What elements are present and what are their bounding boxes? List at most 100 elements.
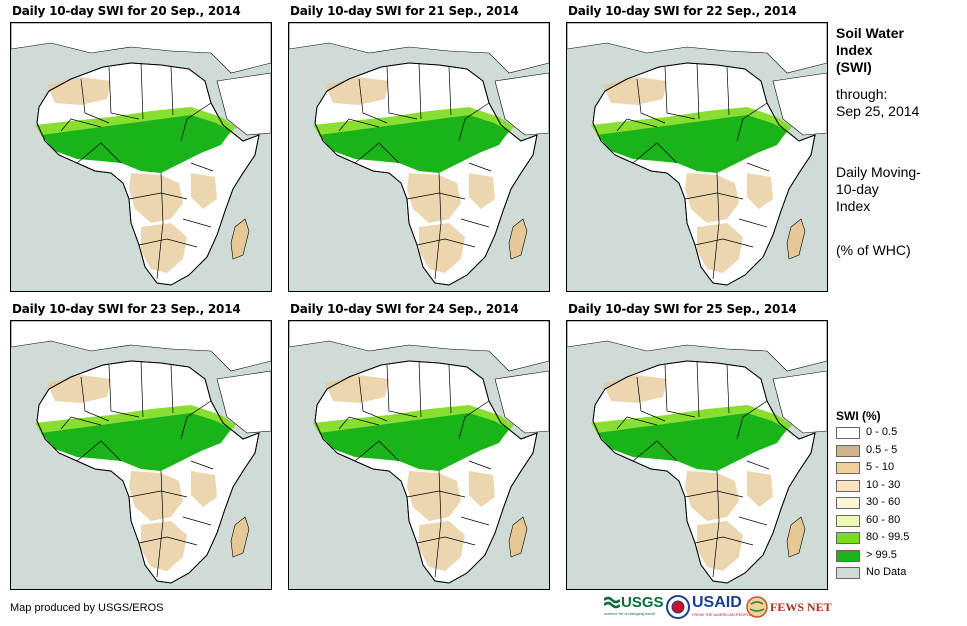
country-border	[386, 66, 418, 120]
country-border	[460, 516, 490, 526]
country-border	[632, 142, 678, 164]
usgs-logo: USGS science for a changing world	[604, 594, 664, 620]
country-border	[138, 238, 198, 248]
country-border	[170, 66, 174, 116]
legend-swatch	[836, 427, 860, 439]
map-panel-2: Daily 10-day SWI for 21 Sep., 2014	[288, 4, 550, 292]
madagascar	[230, 218, 250, 260]
country-border	[406, 490, 466, 498]
country-border	[746, 162, 770, 172]
description-line: Daily Moving-	[836, 164, 921, 180]
country-border	[736, 400, 768, 440]
country-border	[76, 440, 122, 462]
country-border	[468, 162, 492, 172]
landmass-north	[289, 321, 549, 372]
country-border	[180, 400, 212, 440]
map-panel-5: Daily 10-day SWI for 24 Sep., 2014	[288, 302, 550, 590]
index-description: Daily Moving- 10-day Index	[836, 164, 921, 215]
country-border	[684, 192, 744, 200]
africa-map	[566, 320, 828, 590]
panel-title: Daily 10-day SWI for 23 Sep., 2014	[12, 302, 241, 316]
usaid-seal-icon	[666, 595, 690, 619]
country-border	[60, 416, 102, 430]
index-title: Soil Water Index (SWI)	[836, 25, 904, 76]
country-border	[406, 192, 466, 200]
country-border	[180, 102, 212, 142]
panel-title: Daily 10-day SWI for 22 Sep., 2014	[568, 4, 797, 18]
coastline	[36, 62, 260, 286]
africa-map	[10, 320, 272, 590]
country-border	[418, 360, 422, 418]
country-border	[156, 470, 164, 578]
fewsnet-globe-icon	[746, 596, 768, 618]
landmass-arabia	[772, 370, 827, 434]
country-border	[190, 162, 214, 172]
landmass-arabia	[494, 370, 549, 434]
country-border	[448, 364, 452, 414]
coastline	[314, 62, 538, 286]
legend-swatch	[836, 444, 860, 457]
country-border	[664, 364, 696, 418]
country-border	[418, 62, 422, 120]
dry-soil-area	[141, 223, 187, 273]
country-border	[726, 364, 730, 414]
landmass-arabia	[772, 72, 827, 136]
madagascar	[508, 516, 528, 558]
country-border	[338, 118, 380, 132]
country-border	[636, 376, 666, 422]
country-border	[458, 400, 490, 440]
country-border	[138, 536, 198, 546]
map-canvas	[567, 23, 827, 286]
country-border	[416, 536, 476, 546]
description-line: 10-day	[836, 181, 879, 197]
country-border	[738, 516, 768, 526]
wet-soil-band	[319, 115, 509, 173]
map-panel-4: Daily 10-day SWI for 23 Sep., 2014	[10, 302, 272, 590]
country-border	[354, 142, 400, 164]
madagascar	[786, 218, 806, 260]
panel-title: Daily 10-day SWI for 24 Sep., 2014	[290, 302, 519, 316]
landmass-north	[11, 321, 271, 372]
map-panel-1: Daily 10-day SWI for 20 Sep., 2014	[10, 4, 272, 292]
legend-label: No Data	[866, 566, 907, 578]
dry-soil-area	[685, 471, 739, 521]
country-border	[80, 78, 110, 124]
legend-swatch	[836, 462, 860, 474]
dry-soil-area	[407, 173, 461, 223]
usaid-tagline: FROM THE AMERICAN PEOPLE	[692, 612, 752, 617]
landmass-north	[11, 23, 271, 74]
wet-soil-band	[41, 413, 231, 471]
dry-soil-area	[697, 223, 743, 273]
country-border	[746, 460, 770, 470]
fewsnet-logo-text: FEWS NET	[770, 599, 832, 614]
dry-soil-area	[129, 471, 183, 521]
dry-soil-area	[419, 521, 465, 571]
through-block: through: Sep 25, 2014	[836, 86, 919, 120]
dry-soil-area	[325, 77, 389, 105]
country-border	[80, 376, 110, 422]
index-title-line: Index	[836, 42, 873, 58]
country-border	[338, 416, 380, 430]
panel-title: Daily 10-day SWI for 20 Sep., 2014	[12, 4, 241, 18]
africa-map	[288, 22, 550, 292]
country-border	[616, 416, 658, 430]
country-border	[354, 440, 400, 462]
legend-label: 60 - 80	[866, 513, 901, 526]
country-border	[128, 192, 188, 200]
dry-soil-area	[191, 173, 217, 209]
legend-label: 10 - 30	[866, 478, 901, 491]
usaid-logo-text: USAID	[692, 594, 742, 611]
country-border	[434, 172, 442, 280]
country-border	[736, 102, 768, 142]
coastline	[592, 360, 816, 584]
map-canvas	[11, 321, 271, 584]
country-border	[460, 218, 490, 228]
wet-soil-band	[597, 413, 787, 471]
legend-label: 5 - 10	[866, 461, 895, 473]
country-border	[182, 516, 212, 526]
country-border	[358, 376, 388, 422]
dry-soil-area	[469, 471, 495, 507]
africa-map	[566, 22, 828, 292]
country-border	[358, 78, 388, 124]
dry-soil-area	[603, 77, 667, 105]
